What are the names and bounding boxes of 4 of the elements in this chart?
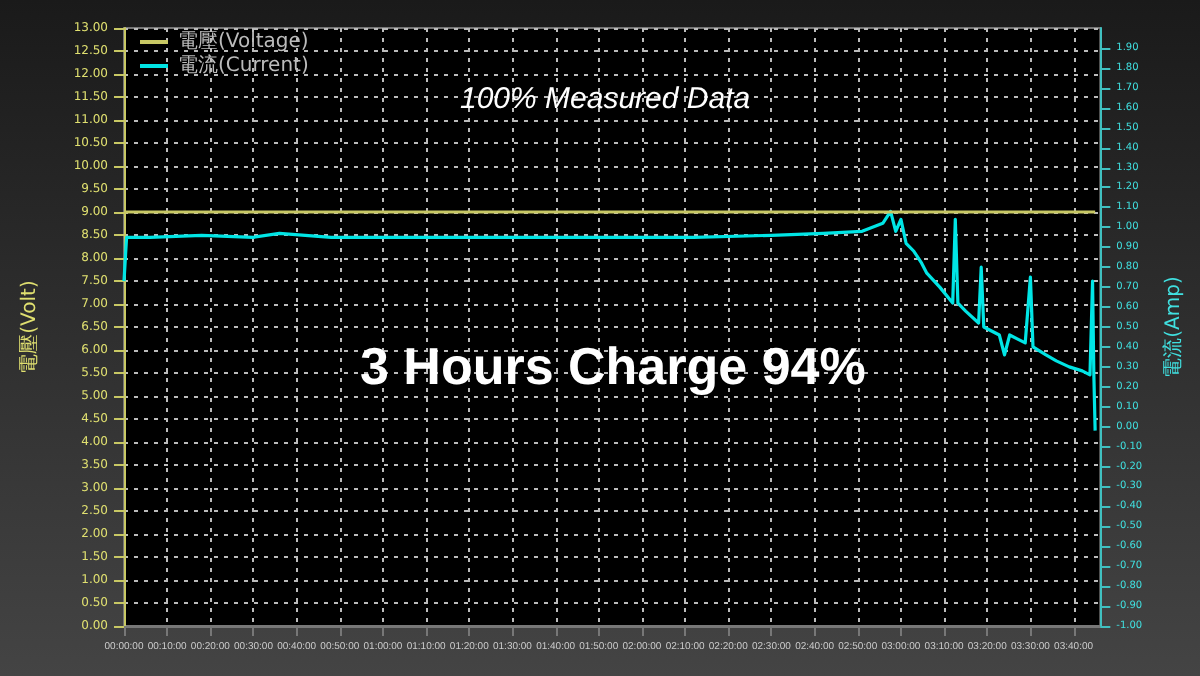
y-axis-title: 電壓(Volt) bbox=[17, 280, 41, 374]
y2-axis-title: 電流(Amp) bbox=[1161, 276, 1185, 378]
annotation: 100% Measured Data bbox=[460, 82, 751, 116]
annotation: 3 Hours Charge 94% bbox=[360, 336, 866, 396]
